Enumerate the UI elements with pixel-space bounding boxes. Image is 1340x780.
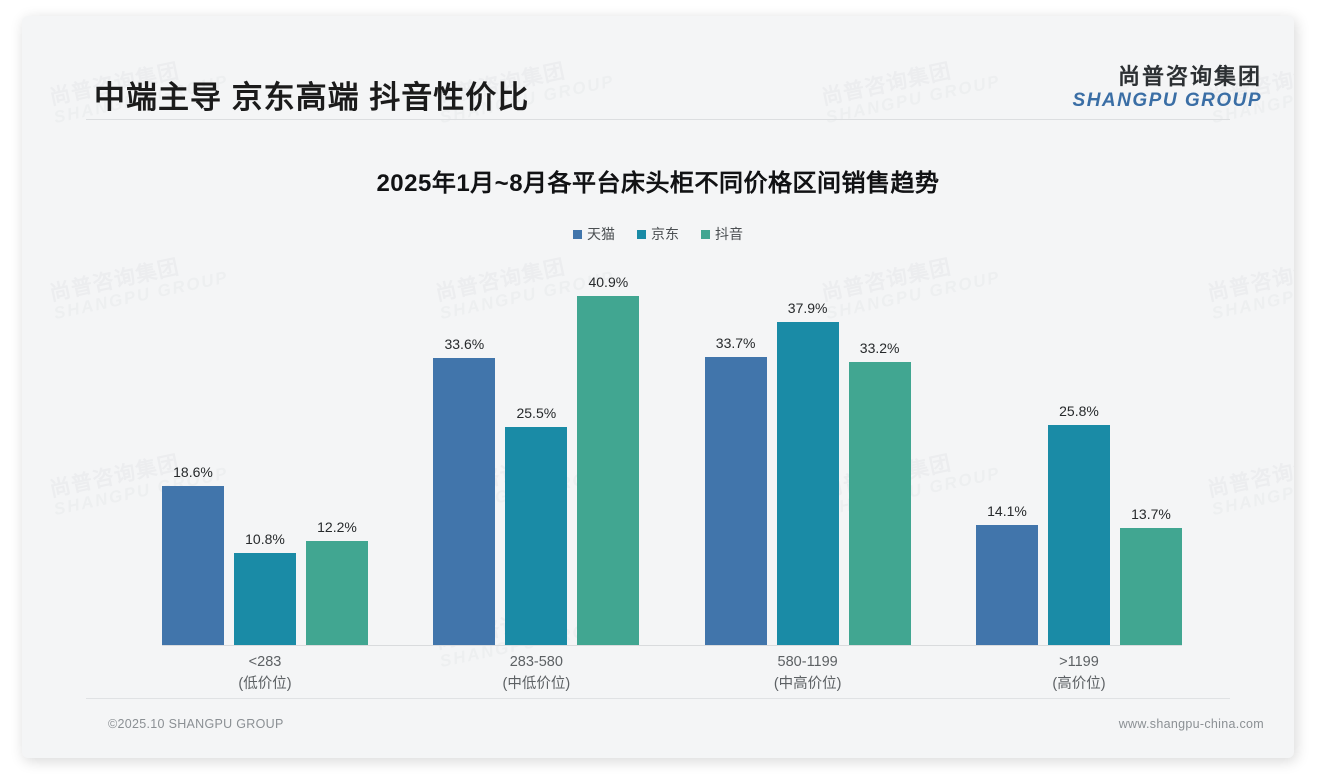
bar-rect [975,524,1038,645]
bar-抖音-283-580[interactable]: 40.9% [577,261,640,645]
chart-title: 2025年1月~8月各平台床头柜不同价格区间销售趋势 [376,170,940,197]
x-axis-label-tier: (中高价位) [773,676,842,693]
legend-swatch-icon [701,229,710,239]
bar-京东-283-580[interactable]: 25.5% [505,261,568,645]
bar-rect [848,361,911,645]
brand-logo-en: SHANGPU GROUP [1072,90,1262,112]
legend-swatch-icon [637,229,646,239]
x-axis-line [162,645,1182,646]
bar-value-label: 33.2% [859,339,900,356]
bar-京东->1199[interactable]: 25.8% [1047,261,1110,645]
x-axis-labels: <283 (低价位) 283-580 (中低价位) 580-1199 (中高价位) >119… [82,651,1234,709]
header-divider [86,119,1230,120]
bar-value-label: 25.8% [1059,402,1099,419]
legend-item-抖音[interactable]: 抖音 [701,224,743,244]
bar-天猫->1199[interactable]: 14.1% [975,261,1038,645]
bar-group->1199: 14.1% 25.8% 13.7% [975,261,1182,645]
legend-swatch-icon [573,229,582,239]
bar-抖音->1199[interactable]: 13.7% [1119,261,1182,645]
bar-value-label: 13.7% [1131,506,1171,523]
bar-rect [234,552,296,645]
bar-rect [162,486,224,645]
footer-divider [86,698,1230,699]
bar-value-label: 40.9% [588,274,629,290]
x-axis-label->1199: >1199 (高价位) [976,651,1182,696]
bar-京东-580-1199[interactable]: 37.9% [776,261,839,645]
x-axis-label-<283: <283 (低价位) [162,651,368,696]
chart-legend: 天猫 京东 抖音 [22,224,1294,244]
bar-rect [306,540,368,645]
bar-group-580-1199: 33.7% 37.9% 33.2% [704,261,911,645]
bar-value-label: 10.8% [245,530,285,547]
bar-value-label: 14.1% [987,502,1027,519]
bar-天猫-580-1199[interactable]: 33.7% [704,261,767,645]
slide-header: 中端主导 京东高端 抖音性价比 尚普咨询集团 SHANGPU GROUP [22,16,1294,141]
bar-天猫-283-580[interactable]: 33.6% [433,261,496,645]
bar-value-label: 37.9% [787,299,828,316]
bar-天猫-<283[interactable]: 18.6% [162,261,224,645]
brand-logo: 尚普咨询集团 SHANGPU GROUP [1073,64,1262,113]
legend-label: 天猫 [587,226,615,242]
chart-container: 2025年1月~8月各平台床头柜不同价格区间销售趋势 天猫 京东 抖音 18.6% 1… [22,141,1294,699]
x-axis-label-283-580: 283-580 (中低价位) [433,651,639,696]
legend-label: 京东 [651,226,679,242]
slide-canvas: 尚普咨询集团 SHANGPU GROUP 尚普咨询集团 SHANGPU GROU… [22,16,1294,758]
bar-京东-<283[interactable]: 10.8% [234,261,296,645]
bar-rect [1047,424,1110,645]
bar-rect [1119,528,1182,645]
brand-logo-cn: 尚普咨询集团 [1117,64,1262,89]
bar-value-label: 33.7% [715,335,756,352]
bar-group-<283: 18.6% 10.8% 12.2% [162,261,368,645]
legend-label: 抖音 [715,226,743,242]
bar-rect [577,296,640,645]
bar-抖音-<283[interactable]: 12.2% [306,261,368,645]
x-axis-label-580-1199: 580-1199 (中高价位) [705,651,911,696]
slide-footer: ©2025.10 SHANGPU GROUP www.shangpu-china… [22,698,1294,758]
bar-抖音-580-1199[interactable]: 33.2% [848,261,911,645]
footer-website[interactable]: www.shangpu-china.com [1118,717,1264,731]
x-axis-label-range: 580-1199 [777,654,838,670]
x-axis-label-tier: (高价位) [1052,676,1106,693]
bar-value-label: 25.5% [516,405,557,422]
footer-copyright: ©2025.10 SHANGPU GROUP [108,717,284,731]
bar-value-label: 33.6% [444,336,485,353]
legend-item-天猫[interactable]: 天猫 [573,224,615,244]
legend-item-京东[interactable]: 京东 [637,224,679,244]
chart-plot-area: 18.6% 10.8% 12.2% 33.6% 25.5% 40.9% 33.7% 37.9%… [82,261,1234,646]
bar-rect [505,427,568,645]
bar-value-label: 12.2% [317,518,357,535]
x-axis-label-range: <283 [248,654,282,670]
bar-rect [776,321,839,645]
bar-rect [704,357,767,645]
x-axis-label-tier: (中低价位) [502,676,571,693]
bar-value-label: 18.6% [173,464,213,481]
bar-rect [433,358,496,645]
x-axis-label-range: >1199 [1059,654,1099,670]
bar-groups: 18.6% 10.8% 12.2% 33.6% 25.5% 40.9% 33.7% 37.9%… [162,261,1182,645]
x-axis-label-tier: (低价位) [238,676,292,693]
bar-group-283-580: 33.6% 25.5% 40.9% [433,261,640,645]
x-axis-label-range: 283-580 [509,654,563,670]
page-title: 中端主导 京东高端 抖音性价比 [94,80,530,115]
